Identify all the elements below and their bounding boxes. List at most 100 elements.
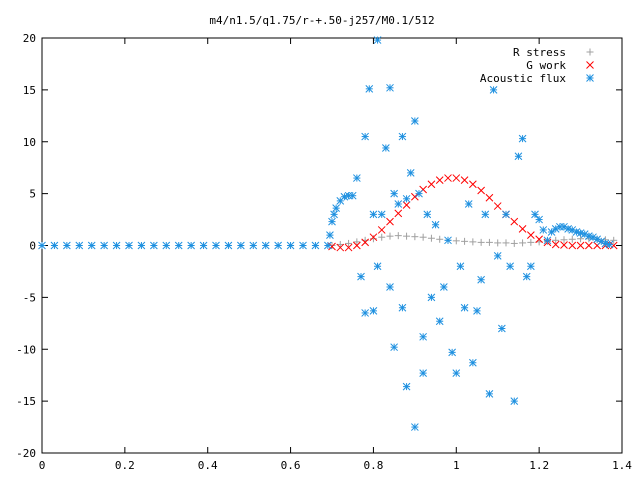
data-point — [365, 84, 374, 93]
data-point — [382, 144, 390, 152]
data-point — [481, 210, 490, 219]
y-tick-label: 10 — [23, 136, 36, 149]
y-tick-label: 0 — [29, 240, 36, 253]
legend-marker — [586, 48, 594, 56]
data-point — [386, 217, 394, 226]
data-point — [477, 186, 485, 195]
data-point — [390, 343, 398, 352]
x-tick-label: 1.4 — [612, 459, 632, 472]
data-point — [406, 169, 415, 177]
data-point — [348, 191, 357, 200]
legend-marker — [586, 61, 594, 69]
data-point — [336, 243, 345, 252]
data-point — [493, 202, 502, 210]
data-point — [224, 241, 233, 250]
data-point — [394, 209, 403, 218]
data-point — [493, 252, 502, 260]
data-point — [547, 228, 556, 236]
y-tick-label: 15 — [23, 84, 36, 97]
data-point — [324, 241, 332, 250]
x-tick-label: 1 — [453, 459, 460, 472]
data-point — [411, 117, 419, 125]
data-point — [605, 240, 614, 249]
data-point — [510, 397, 519, 405]
data-point — [386, 83, 394, 92]
data-point — [502, 210, 510, 219]
data-point — [444, 236, 452, 245]
data-point — [514, 152, 523, 161]
data-point — [87, 241, 96, 250]
data-point — [456, 262, 465, 271]
x-tick-label: 0.4 — [198, 459, 218, 472]
y-tick-label: 20 — [23, 32, 36, 45]
data-point — [125, 241, 133, 250]
data-point — [419, 233, 427, 241]
data-point — [610, 236, 618, 244]
data-point — [585, 241, 593, 250]
data-point — [137, 241, 146, 250]
data-point — [373, 36, 382, 44]
data-point — [469, 180, 477, 189]
chart-title: m4/n1.5/q1.75/r-+.50-j257/M0.1/512 — [209, 14, 434, 27]
data-point — [427, 293, 436, 302]
data-point — [423, 210, 432, 219]
legend-label: Acoustic flux — [480, 72, 566, 85]
legend-label: G work — [526, 59, 566, 72]
data-point — [402, 201, 411, 209]
data-point — [435, 317, 444, 326]
data-point — [485, 238, 493, 246]
y-tick-label: -5 — [23, 291, 36, 304]
data-point — [353, 174, 361, 182]
data-point — [427, 234, 435, 242]
data-point — [518, 225, 527, 233]
data-point — [344, 243, 353, 252]
data-point — [469, 358, 477, 367]
x-tick-label: 0.2 — [115, 459, 135, 472]
data-point — [568, 235, 576, 243]
data-point — [261, 241, 270, 250]
axes: 0 0.2 0.4 0.6 0.8 1 1.2 1.4 -20 -15 -10 -5 0 5 10 15 20 — [16, 32, 632, 472]
data-point — [38, 241, 46, 250]
data-point — [340, 192, 349, 201]
data-point — [552, 236, 560, 244]
data-point — [386, 283, 394, 291]
data-point — [63, 241, 71, 250]
data-point — [100, 241, 108, 250]
data-point — [174, 241, 183, 250]
data-point — [390, 189, 398, 198]
data-point — [464, 200, 473, 208]
data-point — [440, 283, 448, 291]
data-point — [419, 369, 427, 377]
data-point — [519, 239, 527, 247]
data-point — [576, 241, 585, 250]
data-point — [560, 236, 568, 244]
data-point — [477, 238, 485, 246]
data-point — [473, 307, 481, 315]
data-point — [50, 241, 59, 250]
data-point — [332, 204, 340, 213]
data-point — [311, 241, 320, 250]
data-point — [377, 210, 386, 219]
data-point — [448, 348, 456, 357]
series-2 — [38, 36, 614, 431]
y-tick-label: -10 — [16, 343, 36, 356]
data-point — [444, 174, 452, 182]
data-point — [369, 233, 378, 242]
data-point — [345, 239, 353, 247]
data-point — [527, 231, 535, 239]
data-point — [398, 132, 407, 141]
data-point — [518, 134, 527, 143]
data-point — [75, 241, 84, 250]
data-point — [369, 210, 378, 219]
data-point — [299, 241, 307, 250]
data-point — [461, 237, 469, 245]
data-point — [452, 174, 461, 182]
data-point — [361, 132, 369, 141]
data-point — [411, 192, 419, 201]
data-point — [112, 241, 121, 250]
data-point — [326, 231, 334, 239]
data-point — [378, 233, 386, 241]
data-point — [403, 232, 411, 240]
x-tick-label: 0.8 — [363, 459, 383, 472]
